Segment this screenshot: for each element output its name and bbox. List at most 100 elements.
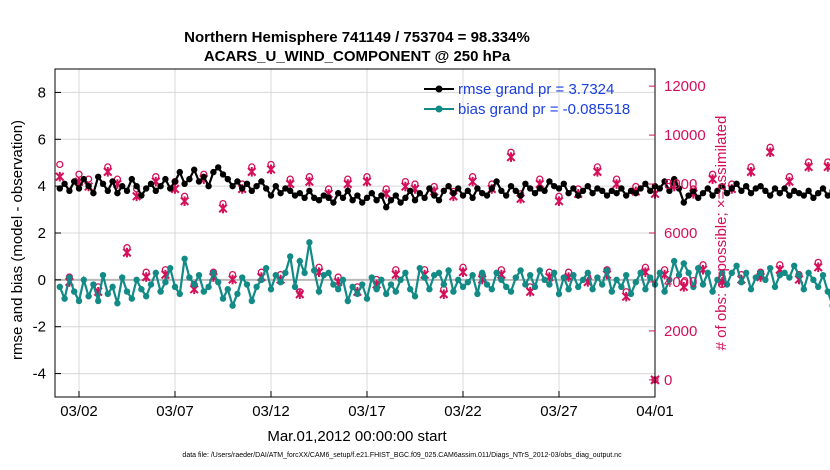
legend-bias-label: bias grand pr = -0.085518 bbox=[458, 101, 630, 118]
rmse-point bbox=[464, 187, 471, 195]
bias-point bbox=[800, 286, 807, 293]
bias-point bbox=[570, 271, 577, 279]
rmse-point bbox=[85, 182, 92, 190]
bias-point bbox=[272, 271, 279, 279]
rmse-point bbox=[546, 178, 553, 185]
rmse-point bbox=[743, 182, 750, 190]
obs-assimilated-point bbox=[525, 286, 535, 297]
rmse-point bbox=[205, 182, 212, 190]
grid bbox=[55, 69, 656, 397]
rmse-point bbox=[815, 189, 822, 197]
obs-assimilated-point bbox=[266, 164, 276, 175]
bias-point bbox=[522, 281, 529, 288]
rmse-point bbox=[680, 199, 687, 206]
rmse-point bbox=[599, 187, 606, 195]
bias-point bbox=[291, 283, 299, 291]
bias-point bbox=[685, 269, 692, 277]
bias-point bbox=[479, 269, 486, 277]
rmse-point bbox=[253, 182, 260, 190]
bias-point bbox=[176, 290, 183, 298]
bias-point bbox=[824, 288, 830, 295]
chart-title-line-2: ACARS_U_WIND_COMPONENT @ 250 hPa bbox=[204, 48, 511, 65]
rmse-point bbox=[507, 182, 515, 190]
rmse-point bbox=[531, 189, 539, 197]
bias-point bbox=[704, 269, 711, 277]
rmse-point bbox=[512, 187, 519, 195]
rmse-point bbox=[786, 192, 793, 199]
bias-point bbox=[416, 264, 423, 272]
bias-point bbox=[330, 281, 337, 288]
rmse-point bbox=[704, 185, 711, 192]
bias-point bbox=[690, 283, 697, 291]
bias-point bbox=[584, 269, 591, 277]
rmse-point bbox=[469, 194, 476, 202]
rmse-point bbox=[373, 197, 380, 204]
bias-point bbox=[373, 286, 380, 293]
bias-point bbox=[613, 276, 620, 284]
x-axis-label: Mar.01,2012 00:00:00 start bbox=[267, 428, 447, 445]
bias-point bbox=[186, 274, 193, 281]
bias-point bbox=[450, 288, 457, 295]
obs-assimilated-point bbox=[823, 162, 830, 172]
bias-point bbox=[181, 255, 188, 262]
rmse-point bbox=[363, 194, 371, 202]
rmse-point bbox=[690, 187, 697, 195]
obs-assimilated-point bbox=[458, 267, 468, 277]
legend-rmse-marker bbox=[435, 85, 443, 93]
rmse-point bbox=[551, 182, 558, 190]
rmse-point bbox=[359, 199, 366, 206]
rmse-point bbox=[109, 178, 116, 185]
obs-assimilated-point bbox=[55, 171, 65, 182]
bias-point bbox=[219, 295, 227, 302]
bias-point bbox=[282, 269, 289, 277]
rmse-point bbox=[195, 178, 203, 185]
rmse-point bbox=[474, 185, 481, 192]
bias-point bbox=[224, 286, 231, 293]
rmse-point bbox=[632, 189, 639, 197]
obs-assimilated-point bbox=[228, 274, 238, 285]
rmse-point bbox=[301, 194, 308, 202]
rmse-point bbox=[762, 187, 769, 195]
bias-point bbox=[565, 286, 572, 293]
bias-point bbox=[191, 281, 198, 288]
bias-point bbox=[114, 300, 121, 307]
bias-point bbox=[147, 281, 155, 288]
bias-point bbox=[723, 281, 731, 288]
rmse-point bbox=[402, 194, 409, 202]
bias-point bbox=[315, 288, 323, 295]
x-tick-label: 03/12 bbox=[252, 403, 290, 420]
bias-point bbox=[536, 267, 543, 274]
rmse-point bbox=[239, 185, 246, 192]
rmse-point bbox=[728, 185, 735, 192]
rmse-point bbox=[613, 189, 620, 197]
obs-assimilated-point bbox=[813, 262, 823, 273]
bias-point bbox=[507, 288, 515, 295]
x-tick-label: 04/01 bbox=[636, 403, 674, 420]
obs-assimilated-point bbox=[746, 167, 756, 177]
bias-point bbox=[61, 295, 68, 302]
bias-point bbox=[757, 269, 764, 277]
line-series bbox=[56, 164, 830, 309]
bias-point bbox=[771, 283, 779, 291]
bias-point bbox=[488, 286, 495, 293]
rmse-point bbox=[325, 194, 332, 202]
rmse-point bbox=[383, 204, 390, 211]
bias-point bbox=[579, 276, 587, 284]
obs-assimilated-point bbox=[391, 269, 401, 280]
rmse-point bbox=[747, 189, 755, 197]
rmse-point bbox=[104, 187, 112, 195]
bias-point bbox=[349, 283, 356, 291]
bias-point bbox=[709, 288, 716, 295]
bias-point bbox=[306, 239, 313, 246]
bias-point bbox=[363, 295, 371, 302]
rmse-point bbox=[291, 192, 299, 199]
y-left-tick-label: 4 bbox=[38, 178, 46, 195]
obs-assimilated-point bbox=[506, 152, 516, 162]
x-tick-label: 03/17 bbox=[348, 403, 386, 420]
bias-point bbox=[546, 281, 553, 288]
rmse-point bbox=[378, 192, 385, 199]
rmse-point bbox=[215, 164, 222, 171]
obs-assimilated-point bbox=[218, 203, 228, 214]
rmse-point bbox=[416, 189, 423, 197]
